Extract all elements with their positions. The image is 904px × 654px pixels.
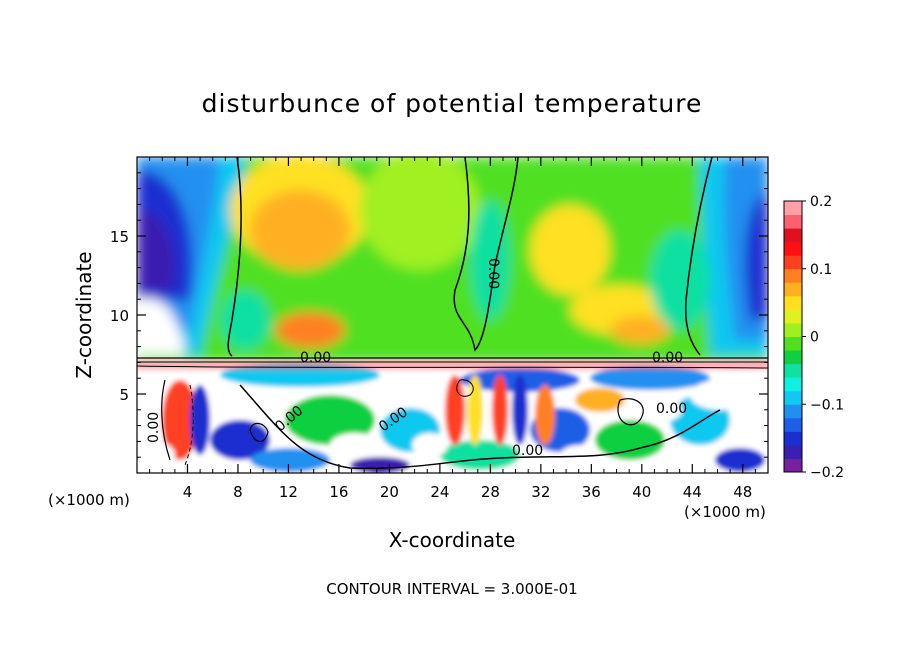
colorbar-tick-label: −0.2 <box>810 465 844 481</box>
x-unit-right: (×1000 m) <box>684 503 766 521</box>
contour-lines <box>137 157 768 470</box>
x-tick-label: 36 <box>582 483 601 501</box>
colorbar-swatch <box>784 282 802 297</box>
y-tick-label: 15 <box>110 228 129 246</box>
colorbar-tick-label: 0.2 <box>810 194 832 210</box>
lower-contour-6 <box>456 379 474 397</box>
colorbar-tick-label: −0.1 <box>810 397 844 413</box>
x-tick-label: 24 <box>430 483 449 501</box>
lower-contour-5 <box>617 398 644 426</box>
contour-interval-note: CONTOUR INTERVAL = 3.000E-01 <box>326 580 577 598</box>
zero-contour-left <box>227 157 242 357</box>
colorbar-swatch <box>784 417 802 432</box>
x-tick-label: 28 <box>481 483 500 501</box>
x-tick-label: 40 <box>632 483 651 501</box>
lower-contour-2 <box>249 422 269 443</box>
x-tick-label: 44 <box>683 483 702 501</box>
contour-label: 0.00 <box>146 412 162 443</box>
y-axis: 5 10 15 <box>110 172 768 458</box>
lower-contour-1 <box>239 384 721 470</box>
colorbar-swatch <box>784 444 802 459</box>
colorbar-swatch <box>784 377 802 392</box>
x-tick-label: 8 <box>233 483 243 501</box>
colorbar: 0.2 0.1 0 −0.1 −0.2 <box>783 194 844 481</box>
colorbar-swatch <box>784 255 802 270</box>
colorbar-swatch <box>784 336 802 351</box>
colorbar-swatch <box>784 295 802 310</box>
colorbar-swatch <box>784 431 802 446</box>
colorbar-swatch <box>784 458 802 473</box>
zero-contour-right <box>684 157 713 356</box>
colorbar-tick-label: 0.1 <box>810 262 832 278</box>
contour-label: 0.00 <box>512 443 543 459</box>
colorbar-swatch <box>784 350 802 365</box>
colorbar-swatch <box>784 228 802 243</box>
colorbar-swatch <box>784 309 802 324</box>
colorbar-swatch <box>784 214 802 229</box>
colorbar-swatch <box>784 322 802 337</box>
y-axis-label: Z-coordinate <box>72 251 96 378</box>
colorbar-swatch <box>784 201 802 216</box>
colorbar-swatch <box>784 404 802 419</box>
x-tick-label: 48 <box>733 483 752 501</box>
lower-contour-3 <box>161 379 171 461</box>
contour-label: 0.00 <box>656 401 687 417</box>
zero-contour-center <box>453 157 519 352</box>
contour-label: 0.00 <box>300 350 331 366</box>
colorbar-swatch <box>784 241 802 256</box>
x-unit-left: (×1000 m) <box>48 491 130 509</box>
colorbar-swatch <box>784 390 802 405</box>
colorbar-swatch <box>784 363 802 378</box>
contour-label: 0.00 <box>485 258 501 289</box>
x-tick-label: 16 <box>329 483 348 501</box>
x-axis-label: X-coordinate <box>389 528 516 552</box>
x-tick-label: 20 <box>380 483 399 501</box>
lower-contour-4 <box>184 384 194 466</box>
upper-field <box>137 157 768 362</box>
y-tick-label: 5 <box>119 386 129 404</box>
x-tick-label: 32 <box>531 483 550 501</box>
colorbar-swatch <box>784 268 802 283</box>
x-axis: 4 8 12 16 20 24 28 32 36 40 44 48 <box>149 157 756 501</box>
chart-title: disturbunce of potential temperature <box>202 89 703 118</box>
x-tick-label: 12 <box>279 483 298 501</box>
plot-area <box>137 157 768 473</box>
x-tick-label: 4 <box>183 483 193 501</box>
inversion-band-3 <box>137 365 768 369</box>
y-tick-label: 10 <box>110 307 129 325</box>
colorbar-tick-label: 0 <box>810 330 819 346</box>
contour-label: 0.00 <box>652 350 683 366</box>
lower-field <box>137 360 768 473</box>
